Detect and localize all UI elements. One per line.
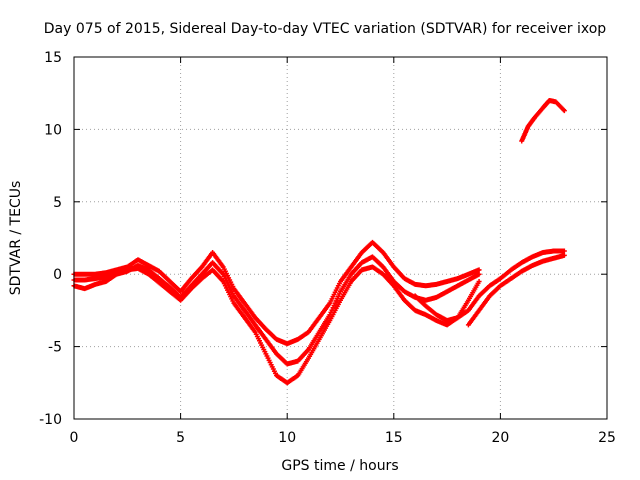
y-tick-label: 15 — [44, 50, 62, 66]
plot-frame — [73, 56, 608, 420]
chart-title: Day 075 of 2015, Sidereal Day-to-day VTE… — [44, 21, 607, 37]
x-tick-label: 0 — [70, 430, 79, 446]
x-tick-label: 20 — [491, 430, 509, 446]
series-points — [519, 97, 567, 144]
x-tick-label: 10 — [278, 430, 296, 446]
series-track-5 — [465, 252, 567, 328]
data-points — [71, 97, 567, 386]
x-tick-label: 15 — [385, 430, 403, 446]
series-track-4 — [412, 248, 567, 324]
x-axis-label: GPS time / hours — [281, 458, 398, 474]
y-tick-label: 10 — [44, 122, 62, 138]
series-points — [412, 248, 567, 324]
y-axis-label: SDTVAR / TECUs — [8, 181, 24, 296]
series-track-6 — [519, 97, 567, 144]
y-tick-label: -10 — [39, 412, 62, 428]
y-tick-label: 5 — [53, 195, 62, 211]
y-tick-label: 0 — [53, 267, 62, 283]
x-tick-label: 25 — [598, 430, 616, 446]
y-tick-label: -5 — [48, 340, 62, 356]
x-tick-label: 5 — [176, 430, 185, 446]
series-points — [465, 252, 567, 328]
